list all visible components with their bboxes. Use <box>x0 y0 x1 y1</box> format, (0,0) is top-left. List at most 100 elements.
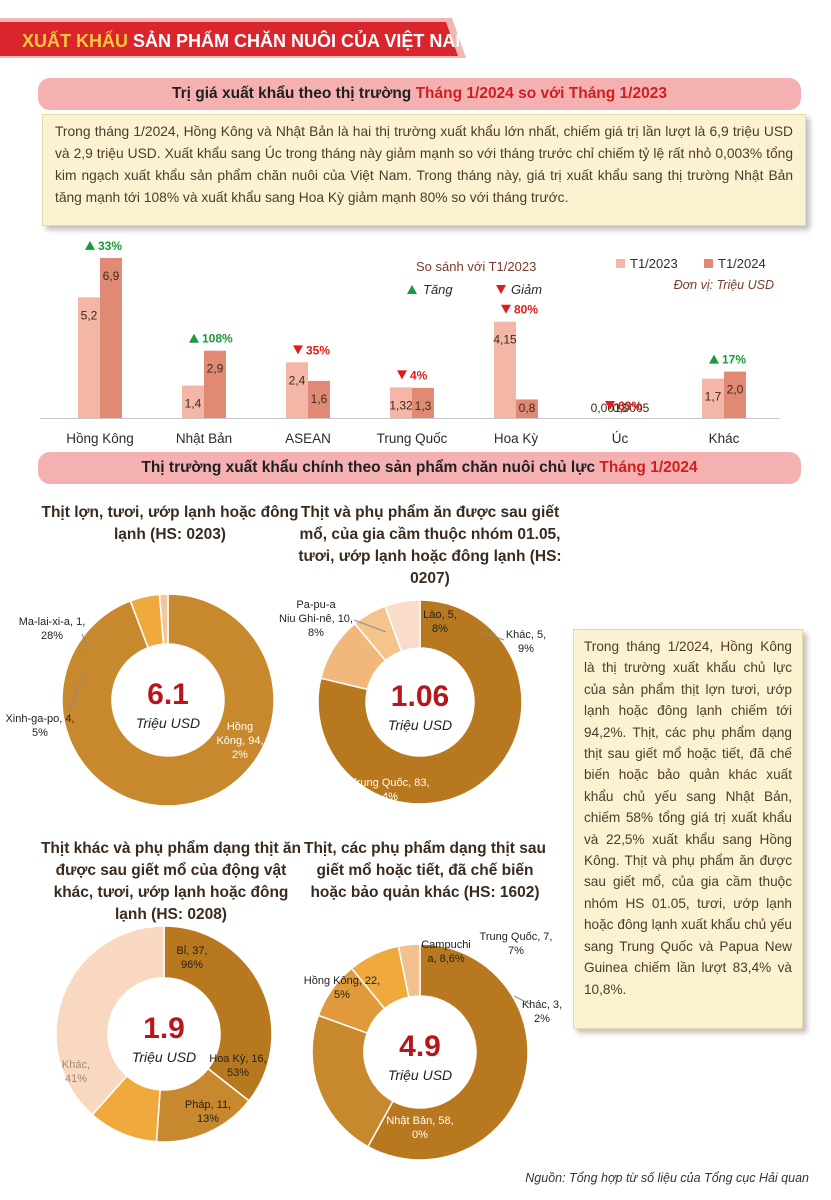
bar-value-label: 2,4 <box>289 373 306 387</box>
change-label: 33% <box>98 239 122 253</box>
bar-value-label: 5,2 <box>81 308 98 322</box>
slice-label-line: Lào, 5, <box>423 609 457 621</box>
slice-label-line: Xinh-ga-po, 4, <box>5 713 74 725</box>
section-title-products: Thị trường xuất khẩu chính theo sản phẩm… <box>38 452 801 484</box>
slice-label-line: 96% <box>181 959 203 971</box>
slice-label-line: Khác, 5, <box>506 629 546 641</box>
center-unit: Triệu USD <box>136 715 200 731</box>
slice-label-line: 8% <box>308 627 324 639</box>
slice-label-line: 2% <box>534 1013 550 1025</box>
donut-slice <box>311 1014 395 1148</box>
donut-slice <box>55 925 165 1116</box>
center-value: 1.9 <box>143 1012 185 1045</box>
donut-chart-1602: 4.9 Triệu USD Nhật Bản, 58, 0% Hồng Kông, 22… <box>304 931 562 1161</box>
donut-chart-0207: 1.06 Triệu USD Trung Quốc, 83, 4% Pa-pu-a Niu… <box>279 599 546 805</box>
bar-T1-2024-3 <box>412 387 434 418</box>
leader-line <box>481 631 505 641</box>
slice-label-line: Trung Quốc, 83, <box>350 777 429 789</box>
slice-label: Khác, 3, 2% <box>522 999 562 1025</box>
slice-label: Trung Quốc, 83, 4% <box>350 777 429 803</box>
bar-T1-2023-3 <box>390 387 412 418</box>
slice-label-line: 13% <box>197 1113 219 1125</box>
donut-slice <box>384 599 421 653</box>
leader-line <box>81 633 89 651</box>
slice-label: Ma-lai-xi-a, 1, 28% <box>19 616 86 642</box>
slice-label-line: Hoa Kỳ, 16, <box>209 1053 266 1065</box>
change-label: 17% <box>722 353 746 367</box>
slice-label-line: 9% <box>518 643 534 655</box>
slice-label-line: Khác, 3, <box>522 999 562 1011</box>
slice-label: Khác, 41% <box>62 1059 90 1085</box>
bar-T1-2024-0 <box>100 257 122 418</box>
category-label: Hồng Kông <box>66 431 134 446</box>
bar-value-label: 1,32 <box>389 398 413 412</box>
slice-label-line: Ma-lai-xi-a, 1, <box>19 616 86 628</box>
center-value: 1.06 <box>391 680 449 713</box>
bar-T1-2024-2 <box>308 380 330 418</box>
slice-label-line: 2% <box>232 749 248 761</box>
bar-T1-2023-1 <box>182 385 204 418</box>
bar-value-label: 2,0 <box>727 383 744 397</box>
slice-label: Bỉ, 37, 96% <box>176 945 207 971</box>
pie-title-0203: Thịt lợn, tươi, ướp lạnh hoặc đông lạnh … <box>41 504 299 543</box>
slice-label: Trung Quốc, 7, 7% <box>480 931 553 957</box>
slice-label: Hoa Kỳ, 16, 53% <box>209 1053 266 1079</box>
up-arrow-icon <box>189 333 199 343</box>
bar-value-label: 0,8 <box>519 401 536 415</box>
bar-T1-2024-6 <box>724 371 746 418</box>
slice-label-line: Niu Ghi-nê, 10, <box>279 613 353 625</box>
page-title: XUẤT KHẨU SẢN PHẨM CHĂN NUÔI CỦA VIỆT NA… <box>22 31 471 51</box>
change-label: 108% <box>202 332 233 346</box>
slice-label: Hồng Kông, 22, 5% <box>304 975 380 1001</box>
down-arrow-icon <box>397 370 407 380</box>
category-label: Khác <box>709 431 740 446</box>
bar-value-label: 1,7 <box>705 390 722 404</box>
slice-label: Campuchi a, 8,6% <box>421 939 471 965</box>
market-bar-chart: 5,2 6,9 33% Hồng Kông 1,4 2,9 108% Nhật Bản 2,4 1… <box>40 239 780 446</box>
up-arrow-icon <box>709 354 719 364</box>
donut-chart-0208: 1.9 Triệu USD Bỉ, 37, 96% Hoa Kỳ, 16, 53% Pháp… <box>55 925 273 1143</box>
slice-label-line: Pháp, 11, <box>185 1099 231 1111</box>
leader-line <box>69 673 85 711</box>
category-label: ASEAN <box>285 431 331 446</box>
slice-label-line: Bỉ, 37, <box>176 945 207 957</box>
unit-label: Đơn vị: Triệu USD <box>674 278 774 292</box>
bar-value-label: 1,4 <box>185 397 202 411</box>
donut-slice <box>397 943 421 999</box>
slice-label: Khác, 5, 9% <box>506 629 546 655</box>
slice-label-line: 28% <box>41 630 63 642</box>
leader-line <box>513 995 531 1005</box>
legend-decrease-label: Giảm <box>511 282 542 297</box>
intro-text: Trong tháng 1/2024, Hồng Kông và Nhật Bả… <box>55 124 793 205</box>
center-unit: Triệu USD <box>132 1049 196 1065</box>
slice-label-line: Hồng <box>227 721 253 733</box>
slice-label-line: 41% <box>65 1073 87 1085</box>
slice-label-line: Khác, <box>62 1059 90 1071</box>
down-arrow-icon <box>293 345 303 355</box>
down-arrow-icon <box>501 304 511 314</box>
side-text-box: Trong tháng 1/2024, Hồng Kông là thị trư… <box>573 629 803 1029</box>
legend-increase-label: Tăng <box>423 282 453 297</box>
category-label: Úc <box>612 431 629 446</box>
legend-label-2024: T1/2024 <box>718 256 766 271</box>
bar-value-label: 1,3 <box>415 399 432 413</box>
slice-label-line: Hồng Kông, 22, <box>304 975 380 987</box>
bar-T1-2023-0 <box>78 297 100 418</box>
slice-label-line: Trung Quốc, 7, <box>480 931 553 943</box>
compare-title: So sánh với T1/2023 <box>416 259 536 274</box>
slice-label: Lào, 5, 8% <box>423 609 457 635</box>
legend-swatch-2024 <box>704 259 713 268</box>
intro-text-box: Trong tháng 1/2024, Hồng Kông và Nhật Bả… <box>42 114 806 226</box>
legend-up-arrow-icon <box>407 285 417 294</box>
change-label: 4% <box>410 368 428 382</box>
legend-swatch-2023 <box>616 259 625 268</box>
bar-value-label: 2,9 <box>207 362 224 376</box>
donut-slice <box>366 943 529 1161</box>
bar-value-label: 6,9 <box>103 269 120 283</box>
donut-slice <box>317 599 523 805</box>
leader-line <box>353 619 387 633</box>
slice-label-line: 0% <box>412 1129 428 1141</box>
banner-shape <box>0 18 466 58</box>
up-arrow-icon <box>85 240 95 250</box>
header-banner: XUẤT KHẨU SẢN PHẨM CHĂN NUÔI CỦA VIỆT NA… <box>0 8 470 58</box>
